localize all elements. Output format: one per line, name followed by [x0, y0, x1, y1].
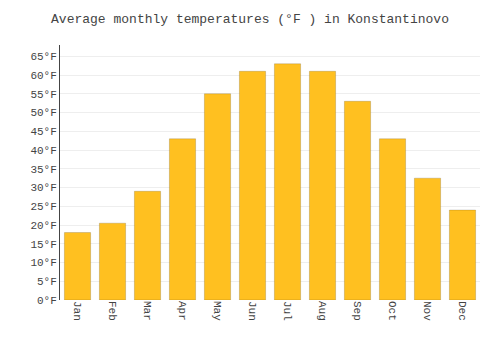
- svg-text:Sep: Sep: [351, 301, 363, 321]
- svg-text:40°F: 40°F: [30, 145, 56, 157]
- svg-text:Jun: Jun: [246, 301, 258, 321]
- svg-text:25°F: 25°F: [30, 201, 56, 213]
- svg-text:Dec: Dec: [456, 301, 468, 321]
- svg-text:65°F: 65°F: [30, 51, 56, 63]
- svg-text:10°F: 10°F: [30, 257, 56, 269]
- svg-text:45°F: 45°F: [30, 126, 56, 138]
- svg-text:55°F: 55°F: [30, 89, 56, 101]
- svg-text:35°F: 35°F: [30, 164, 56, 176]
- svg-text:5°F: 5°F: [37, 276, 57, 288]
- svg-text:30°F: 30°F: [30, 182, 56, 194]
- svg-text:60°F: 60°F: [30, 70, 56, 82]
- svg-text:Jul: Jul: [281, 301, 293, 321]
- svg-text:May: May: [211, 301, 223, 321]
- svg-text:50°F: 50°F: [30, 107, 56, 119]
- svg-text:Aug: Aug: [316, 301, 328, 321]
- svg-text:Apr: Apr: [176, 301, 188, 321]
- svg-text:0°F: 0°F: [37, 295, 57, 307]
- svg-text:Jan: Jan: [71, 301, 83, 321]
- svg-text:20°F: 20°F: [30, 220, 56, 232]
- svg-text:Mar: Mar: [141, 301, 153, 321]
- svg-text:Nov: Nov: [421, 301, 433, 321]
- svg-text:Oct: Oct: [386, 301, 398, 321]
- svg-text:Feb: Feb: [106, 301, 118, 321]
- svg-text:15°F: 15°F: [30, 239, 56, 251]
- svg-text:Average monthly temperatures (: Average monthly temperatures (°F ) in Ko…: [51, 12, 449, 27]
